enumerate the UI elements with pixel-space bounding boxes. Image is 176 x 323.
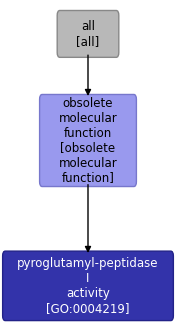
FancyBboxPatch shape bbox=[3, 251, 173, 320]
Text: all
[all]: all [all] bbox=[76, 20, 100, 48]
FancyBboxPatch shape bbox=[40, 94, 136, 187]
Text: pyroglutamyl-peptidase
I
activity
[GO:0004219]: pyroglutamyl-peptidase I activity [GO:00… bbox=[17, 257, 159, 315]
Text: obsolete
molecular
function
[obsolete
molecular
function]: obsolete molecular function [obsolete mo… bbox=[59, 97, 117, 184]
FancyBboxPatch shape bbox=[57, 10, 119, 57]
